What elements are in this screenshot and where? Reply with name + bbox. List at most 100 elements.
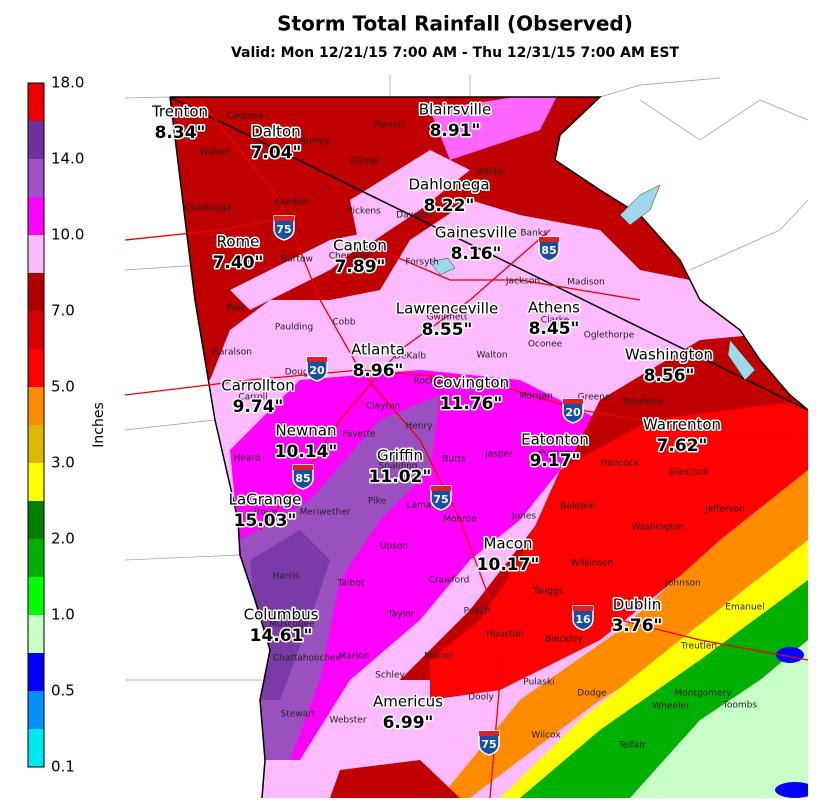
county-label: Butts (442, 455, 466, 465)
city-name: Columbus (244, 606, 319, 624)
colorbar-box (28, 577, 44, 615)
interstate-number: 75 (276, 223, 291, 236)
shield (273, 215, 295, 241)
city-rainfall: 11.02" (369, 467, 432, 487)
county-label: Jefferson (704, 505, 745, 515)
county-label: Harris (273, 572, 300, 582)
interstate-number: 20 (309, 364, 325, 377)
city-rainfall: 8.96" (353, 361, 404, 381)
colorbar-tick-label: 7.0 (51, 302, 75, 320)
county-label: Wheeler (652, 702, 690, 712)
city-rainfall: 11.76" (440, 394, 503, 414)
city-rainfall: 7.89" (335, 257, 386, 277)
city-rainfall: 8.45" (529, 319, 580, 339)
city-rainfall: 8.34" (155, 123, 206, 143)
city-name: Dublin (613, 596, 661, 614)
county-label: Polk (227, 304, 246, 314)
city-name: Carrollton (221, 377, 294, 395)
county-label: Carroll (238, 393, 267, 403)
county-label: Baldwin (560, 502, 595, 512)
colorbar-box (28, 121, 44, 159)
county-label: Crawford (429, 576, 470, 586)
county-label: Wilkinson (570, 559, 613, 569)
county-label: Washington (632, 523, 685, 533)
colorbar-tick-label: 5.0 (51, 378, 75, 396)
county-label: Greene (578, 393, 611, 403)
colorbar-box (28, 463, 44, 501)
colorbar-tick-label: 14.0 (51, 150, 84, 168)
colorbar-tick-label: 0.1 (51, 758, 75, 776)
county-label: Murray (298, 137, 330, 147)
shield-top (431, 486, 451, 491)
county-label: Douglas (285, 368, 322, 378)
county-label: Schley (375, 671, 405, 681)
surroundings (124, 75, 809, 681)
city-rainfall: 8.22" (424, 196, 475, 216)
interstate-number: 20 (565, 406, 581, 419)
county-label: Walton (476, 351, 507, 361)
county-label: Putnam (539, 449, 574, 459)
colorbar-box (28, 425, 44, 463)
colorbar-tick-label: 18.0 (51, 74, 84, 92)
colorbar-box (28, 197, 44, 235)
county-label: Lamar (407, 501, 436, 511)
county-label: Heard (233, 454, 260, 464)
colorbar-label: Inches (91, 402, 107, 447)
state-border (169, 96, 809, 411)
county-label: Jasper (484, 450, 513, 460)
county-label: Oconee (528, 340, 563, 350)
subtitle: Valid: Mon 12/21/15 7:00 AM - Thu 12/31/… (231, 45, 679, 61)
city-rainfall: 15.03" (234, 511, 297, 531)
county-label: Walker (200, 148, 231, 158)
county-label: Paulding (275, 323, 313, 333)
city-rainfall: 10.14" (275, 442, 338, 462)
city-rainfall: 7.62" (657, 436, 708, 456)
city-rainfall: 8.91" (430, 121, 481, 141)
county-label: Fayette (342, 430, 376, 440)
shield-top (573, 606, 593, 611)
city-name: Rome (217, 233, 260, 251)
city-name: Eatonton (521, 431, 589, 449)
city-name: Trenton (151, 103, 208, 121)
shield (430, 485, 452, 511)
city-rainfall: 8.55" (422, 320, 473, 340)
city-rainfall: 8.56" (644, 366, 695, 386)
colorbar-box (28, 349, 44, 387)
county-label: Emanuel (725, 603, 764, 613)
county-label: Hancock (601, 459, 640, 469)
shield-top (563, 399, 583, 404)
city-labels: Trenton 8.34" Dalton 7.04" Blairsville 8.91" D… (149, 99, 722, 735)
colorbar-tick-label: 0.5 (51, 682, 75, 700)
city-rainfall: 9.74" (233, 397, 284, 417)
shield (292, 464, 314, 490)
title: Storm Total Rainfall (Observed) (277, 12, 633, 36)
county-label: Jones (511, 512, 536, 522)
shield (538, 236, 560, 262)
city-name: Blairsville (419, 101, 491, 119)
city-rainfall: 7.40" (213, 253, 264, 273)
county-label: Dawson (396, 211, 432, 221)
lakes (429, 184, 756, 381)
county-label: Cherokee (329, 252, 372, 262)
county-label: Pulaski (523, 678, 554, 688)
colorbar-box (28, 235, 44, 273)
county-label: Chattahoochee (273, 654, 342, 664)
county-label: Wilcox (531, 731, 561, 741)
city-rainfall: 10.17" (477, 555, 540, 575)
colorbar-tick-label: 1.0 (51, 606, 75, 624)
city-rainfall: 7.04" (251, 143, 302, 163)
shield-top (274, 216, 294, 221)
shield (562, 398, 584, 424)
county-label: Upson (380, 542, 408, 552)
county-label: Bartow (281, 255, 313, 265)
county-labels: Catoosa Walker Murray Fannin Gilmer Chattooga… (185, 112, 765, 751)
county-label: Talbot (337, 579, 365, 589)
county-label: Cobb (332, 318, 356, 328)
county-label: Morgan (519, 392, 553, 402)
city-name: Americus (373, 693, 443, 711)
county-label: Henry (405, 422, 433, 432)
county-label: Rockdale (414, 377, 455, 387)
county-label: Peach (464, 607, 491, 617)
city-name: Dahlonega (408, 176, 489, 194)
